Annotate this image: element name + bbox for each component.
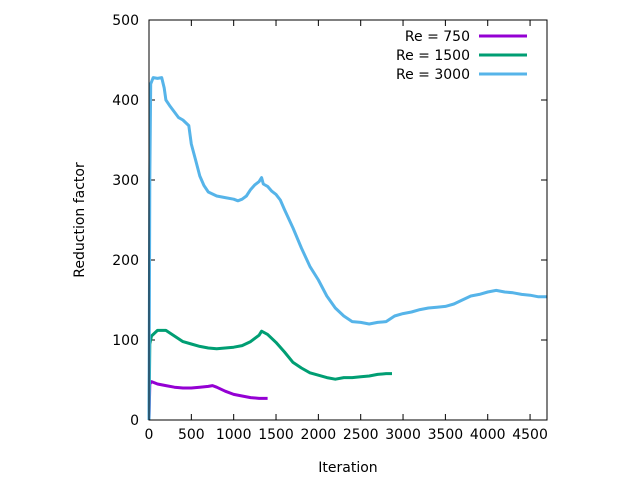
x-tick-label: 4500 xyxy=(512,427,548,443)
x-tick-label: 3500 xyxy=(428,427,464,443)
series-line-2 xyxy=(147,76,547,421)
series-lines xyxy=(147,76,547,421)
x-tick-label: 500 xyxy=(178,427,205,443)
y-tick-label: 100 xyxy=(112,333,139,349)
y-tick-label: 400 xyxy=(112,93,139,109)
series-line-0 xyxy=(147,380,268,421)
y-axis-label: Reduction factor xyxy=(72,162,88,278)
plot-frame xyxy=(148,19,548,421)
legend-label: Re = 750 xyxy=(405,29,470,45)
y-tick-label: 200 xyxy=(112,253,139,269)
legend-label: Re = 1500 xyxy=(396,48,470,64)
x-tick-label: 0 xyxy=(145,427,154,443)
x-tick-label: 2000 xyxy=(301,427,337,443)
x-tick-label: 1000 xyxy=(216,427,252,443)
x-tick-label: 1500 xyxy=(258,427,294,443)
y-tick-label: 0 xyxy=(130,413,139,429)
x-tick-label: 3000 xyxy=(385,427,421,443)
x-tick-label: 4000 xyxy=(470,427,506,443)
y-tick-label: 300 xyxy=(112,173,139,189)
series-line-1 xyxy=(147,328,392,421)
legend-label: Re = 3000 xyxy=(396,67,470,83)
legend: Re = 750 Re = 1500 Re = 3000 xyxy=(396,29,527,83)
x-axis-label: Iteration xyxy=(318,460,377,476)
axis-ticks: 0 500 1000 1500 2000 2500 3000 3500 4000 4500 0 100… xyxy=(112,13,548,443)
x-tick-label: 2500 xyxy=(343,427,379,443)
y-tick-label: 500 xyxy=(112,13,139,29)
